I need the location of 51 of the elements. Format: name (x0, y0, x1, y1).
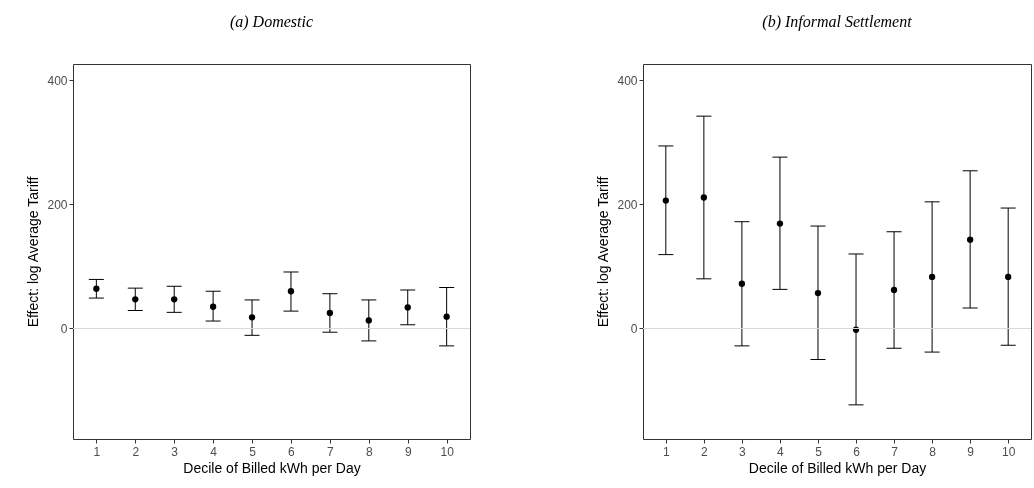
y-tick-label: 400 (617, 73, 638, 88)
x-tick-label: 10 (1002, 444, 1016, 459)
x-axis-title: Decile of Billed kWh per Day (183, 459, 361, 476)
x-tick-label: 1 (662, 444, 670, 459)
x-axis-title: Decile of Billed kWh per Day (748, 459, 927, 476)
x-tick-label: 2 (132, 444, 140, 459)
x-tick-label: 8 (365, 444, 373, 459)
x-tick-label: 10 (440, 444, 455, 459)
point (966, 236, 974, 243)
point (248, 314, 256, 321)
y-tick-label: 0 (60, 321, 68, 336)
y-axis-title: Effect: log Average Tariff (595, 176, 612, 328)
point (738, 280, 746, 287)
point (776, 220, 784, 227)
point (928, 273, 936, 281)
x-tick-label: 1 (93, 444, 101, 459)
x-tick-label: 7 (327, 444, 335, 459)
x-tick-label: 2 (701, 444, 709, 459)
x-tick-label: 6 (853, 444, 861, 459)
y-tick-label: 0 (630, 321, 638, 336)
point (365, 317, 372, 324)
point (404, 304, 411, 311)
y-tick-label: 200 (47, 197, 68, 212)
x-tick-label: 6 (288, 444, 296, 459)
y-tick-label: 400 (47, 73, 68, 88)
x-tick-label: 5 (815, 444, 823, 459)
x-tick-label: 5 (249, 444, 257, 459)
point (662, 197, 669, 204)
point (700, 194, 708, 201)
point (93, 285, 100, 292)
chart-title: (a) Domestic (229, 13, 314, 31)
point (890, 286, 898, 294)
point (171, 296, 178, 303)
point (443, 313, 450, 320)
x-tick-label: 3 (171, 444, 179, 459)
x-tick-label: 9 (967, 444, 975, 459)
x-tick-label: 7 (891, 444, 899, 459)
x-tick-label: 4 (210, 444, 218, 459)
x-tick-label: 4 (777, 444, 785, 459)
x-tick-label: 3 (739, 444, 747, 459)
chart-title: (b) Informal Settlement (762, 13, 913, 31)
x-tick-label: 9 (404, 444, 412, 459)
point (287, 288, 295, 295)
point (132, 296, 139, 303)
point (209, 303, 217, 310)
point (326, 309, 334, 317)
x-tick-label: 8 (929, 444, 937, 459)
point (814, 289, 822, 297)
y-tick-label: 200 (617, 197, 638, 212)
y-axis-title: Effect: log Average Tariff (25, 176, 42, 328)
point (1005, 273, 1012, 281)
